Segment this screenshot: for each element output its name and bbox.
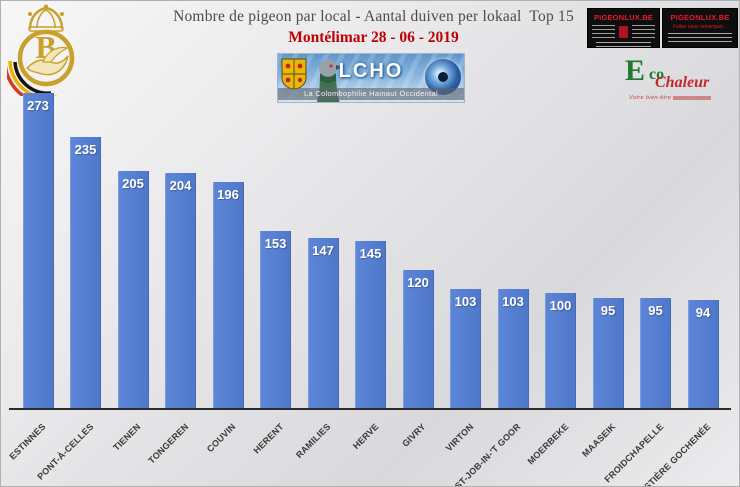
- ecochaleur-tagline-text: Votre bien-être: [629, 95, 672, 101]
- chart-title: Nombre de pigeon par local - Aantal duiv…: [173, 8, 574, 25]
- bar-value-label: 205: [122, 176, 144, 191]
- bar-value-label: 94: [695, 305, 711, 320]
- pigeonlux-right-tagline: Faites vous remarquer...: [672, 24, 727, 30]
- ecochaleur-tagline-blur: [673, 95, 712, 100]
- ad-fine-print: [632, 25, 655, 39]
- ad-fine-print-columns: [592, 25, 655, 39]
- bar-value-label: 100: [549, 298, 572, 313]
- ring-shape: [17, 29, 75, 87]
- bar: 204: [165, 173, 196, 408]
- bar: 205: [117, 171, 149, 408]
- bar: 94: [687, 300, 719, 408]
- bar: 153: [260, 231, 291, 408]
- lcho-subtitle: La Colombophilie Hainaut Occidental: [278, 88, 464, 100]
- ad-fine-print: [668, 33, 732, 45]
- bar: 100: [545, 293, 576, 408]
- swoosh-black: [13, 61, 52, 95]
- pigeonlux-ad-right: PIGEONLUX.BE Faites vous remarquer...: [662, 8, 738, 48]
- ad-fine-print: [596, 42, 651, 51]
- lcho-name: LCHO: [338, 60, 404, 82]
- bar-value-label: 145: [359, 246, 382, 261]
- pigeonlux-left-title: PIGEONLUX.BE: [593, 13, 654, 22]
- bar-value-label: 196: [217, 187, 239, 202]
- title-block: Nombre de pigeon par local - Aantal duiv…: [111, 8, 636, 47]
- pigeonlux-right-title: PIGEONLUX.BE: [670, 13, 730, 22]
- bar-value-label: 95: [600, 303, 616, 318]
- bar: 145: [355, 241, 386, 408]
- bar-value-label: 204: [169, 178, 192, 193]
- ecochaleur-chaleur: Chaleur: [655, 74, 710, 91]
- bar: 120: [402, 270, 434, 408]
- bar-value-label: 235: [74, 142, 97, 157]
- bar: 103: [450, 289, 481, 408]
- bar: 103: [497, 289, 529, 408]
- ecochaleur-co: co: [649, 66, 665, 83]
- ecochaleur-logo: E co Chaleur Votre bien-être: [623, 54, 737, 105]
- bar-value-label: 120: [407, 275, 429, 290]
- bar-value-label: 95: [648, 303, 663, 318]
- bar-value-label: 153: [264, 236, 287, 251]
- coat-of-arms-icon: [281, 58, 307, 95]
- ad-fine-print: [592, 25, 615, 39]
- ad-red-box: [619, 26, 628, 38]
- bar-value-label: 103: [454, 294, 477, 309]
- bar: 147: [307, 238, 339, 408]
- lcho-banner: LCHO La Colombophilie Hainaut Occidental: [277, 53, 465, 103]
- bar: 273: [22, 93, 54, 408]
- ecochaleur-letter-e: E: [625, 54, 646, 87]
- bar: 95: [592, 298, 624, 408]
- bar-value-label: 273: [27, 98, 49, 113]
- bar: 95: [640, 298, 671, 408]
- pigeonlux-ad-left: PIGEONLUX.BE: [587, 8, 660, 51]
- ecochaleur-tagline: Votre bien-être: [629, 95, 733, 101]
- bar: 196: [212, 182, 244, 408]
- chart-subtitle: Montélimar 28 - 06 - 2019: [288, 29, 459, 46]
- x-axis-line: [9, 408, 731, 410]
- bar-value-label: 147: [312, 243, 334, 258]
- bar: 235: [70, 137, 101, 408]
- bar-value-label: 103: [502, 294, 524, 309]
- eye-pupil: [438, 72, 448, 82]
